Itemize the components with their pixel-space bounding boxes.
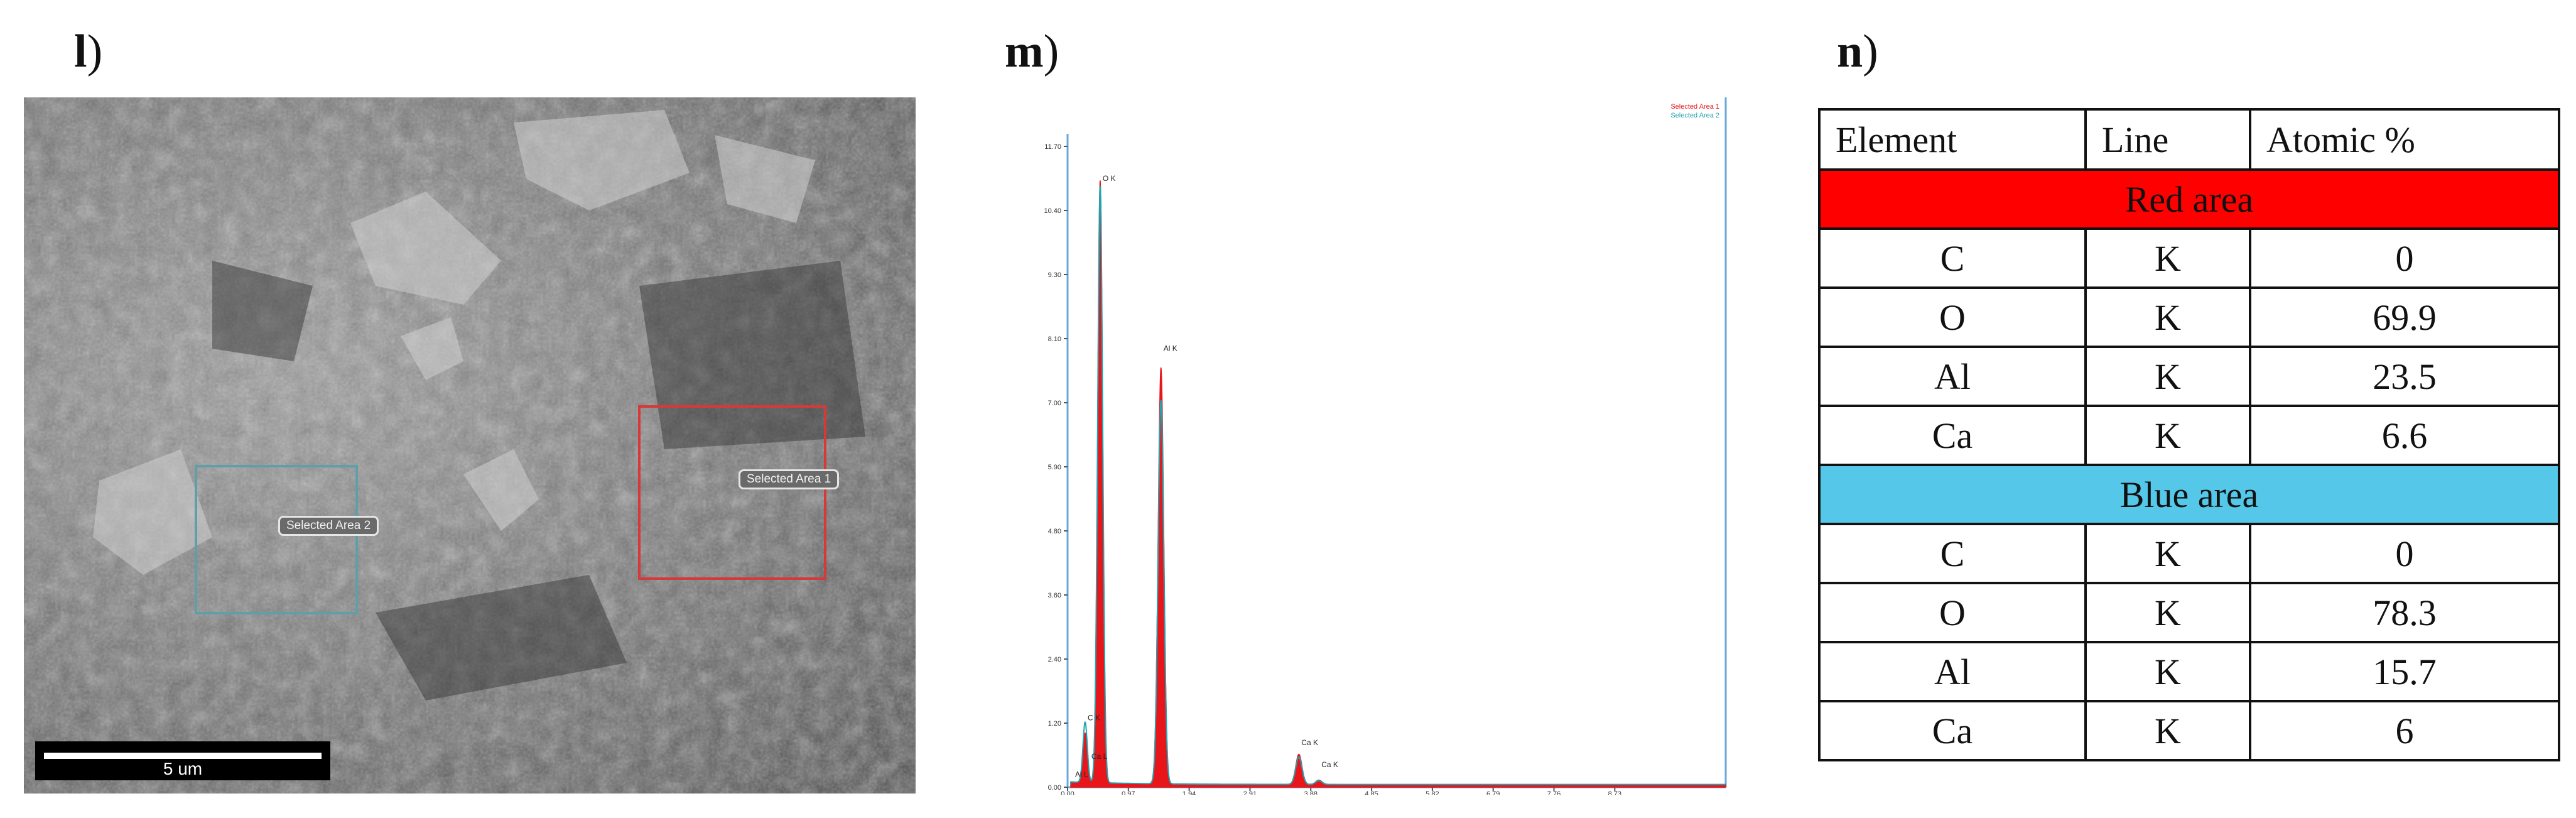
peak-label: C K — [1088, 714, 1100, 723]
table-row: O K 69.9 — [1818, 286, 2560, 348]
cell-line: K — [2084, 641, 2251, 702]
peak-label: Ca K — [1301, 738, 1318, 747]
table-row: Al K 23.5 — [1818, 346, 2560, 407]
y-tick-label: 1.20 — [1048, 720, 1061, 728]
y-tick-label: 0.00 — [1048, 784, 1061, 792]
y-tick-label: 7.00 — [1048, 400, 1061, 407]
y-tick-label: 2.40 — [1048, 656, 1061, 663]
peak-label: Al L — [1075, 770, 1088, 779]
table-group-row: Red area — [1818, 168, 2560, 230]
y-tick-label: 11.70 — [1044, 143, 1061, 151]
table-body: Red area C K 0 O K 69.9 Al K 23.5 Ca K 6.6 Blue area C… — [1818, 168, 2560, 761]
cell-element: O — [1818, 582, 2087, 643]
peak-annotations: C K O K Al K Ca K Ca K Al LCa L — [1075, 174, 1338, 779]
y-tick-label: 8.10 — [1048, 335, 1061, 343]
x-tick-label: 0.00 — [1061, 790, 1074, 795]
peak-label: O K — [1103, 174, 1116, 183]
cell-element: C — [1818, 523, 2087, 584]
cell-line: K — [2084, 582, 2251, 643]
table-group-row: Blue area — [1818, 464, 2560, 525]
peak-label: Ca L — [1091, 752, 1108, 761]
sem-micrograph: Selected Area 1 Selected Area 2 5 um — [24, 97, 916, 793]
x-tick-label: 5.82 — [1426, 790, 1439, 795]
selected-area-2-box[interactable] — [195, 465, 358, 614]
panel-paren: ) — [87, 26, 103, 77]
cell-element: O — [1818, 286, 2087, 348]
panel-letter: l — [74, 26, 87, 77]
cell-atomic-percent: 0 — [2249, 523, 2560, 584]
x-tick-label: 1.94 — [1182, 790, 1196, 795]
cell-line: K — [2084, 286, 2251, 348]
y-tick-label: 9.30 — [1048, 271, 1061, 279]
x-axis-ticks: 0.00 0.97 1.94 2.91 3.88 4.85 5.82 6.79 7.76 8.73 — [1061, 787, 1621, 795]
series-area-1 — [1070, 180, 1726, 788]
table-row: O K 78.3 — [1818, 582, 2560, 643]
cell-line: K — [2084, 700, 2251, 761]
x-tick-label: 8.73 — [1608, 790, 1621, 795]
eds-spectrum-chart: 0.00 1.20 2.40 3.60 4.80 5.90 7.00 8.10 9.30 10.4… — [1044, 97, 1727, 795]
scale-bar-line — [44, 753, 322, 759]
series-line-2 — [1069, 185, 1726, 785]
y-tick-label: 4.80 — [1048, 528, 1061, 535]
selected-area-1-box[interactable] — [638, 405, 826, 580]
y-tick-label: 3.60 — [1048, 592, 1061, 599]
y-axis-ticks: 0.00 1.20 2.40 3.60 4.80 5.90 7.00 8.10 9.30 10.4… — [1044, 143, 1068, 792]
table-header-row: Element Line Atomic % — [1818, 108, 2560, 171]
panel-letter: m — [1005, 26, 1044, 77]
panel-paren: ) — [1863, 26, 1878, 77]
cell-line: K — [2084, 227, 2251, 289]
x-tick-label: 4.85 — [1365, 790, 1378, 795]
cell-atomic-percent: 15.7 — [2249, 641, 2560, 702]
panel-paren: ) — [1043, 26, 1059, 77]
table-row: Ca K 6 — [1818, 700, 2560, 761]
x-tick-label: 0.97 — [1122, 790, 1135, 795]
legend-entry: Selected Area 2 — [1670, 112, 1719, 119]
x-tick-label: 7.76 — [1547, 790, 1561, 795]
cell-line: K — [2084, 523, 2251, 584]
cell-atomic-percent: 69.9 — [2249, 286, 2560, 348]
peak-label: Ca K — [1321, 760, 1338, 769]
y-tick-label: 10.40 — [1044, 207, 1061, 215]
scale-bar: 5 um — [35, 741, 330, 780]
header-element: Element — [1818, 108, 2087, 171]
sem-texture — [24, 97, 916, 793]
panel-label-l: l) — [74, 28, 102, 75]
cell-element: Ca — [1818, 405, 2087, 466]
cell-element: C — [1818, 227, 2087, 289]
header-atomic-percent: Atomic % — [2249, 108, 2560, 171]
cell-element: Al — [1818, 641, 2087, 702]
peak-label: Al K — [1164, 344, 1177, 352]
composition-table: Element Line Atomic % Red area C K 0 O K 69.9 A… — [1818, 108, 2560, 761]
cell-atomic-percent: 6.6 — [2249, 405, 2560, 466]
selected-area-1-tag: Selected Area 1 — [739, 469, 840, 489]
x-tick-label: 2.91 — [1243, 790, 1257, 795]
selected-area-2-tag: Selected Area 2 — [278, 516, 379, 536]
panel-label-m: m) — [1005, 28, 1059, 75]
cell-element: Ca — [1818, 700, 2087, 761]
plot-frame — [1066, 97, 1727, 788]
x-tick-label: 6.79 — [1486, 790, 1500, 795]
cell-atomic-percent: 23.5 — [2249, 346, 2560, 407]
cell-atomic-percent: 6 — [2249, 700, 2560, 761]
cell-atomic-percent: 0 — [2249, 227, 2560, 289]
panel-label-n: n) — [1837, 28, 1878, 75]
cell-atomic-percent: 78.3 — [2249, 582, 2560, 643]
y-tick-label: 5.90 — [1048, 464, 1061, 471]
group-label: Blue area — [1818, 464, 2560, 525]
cell-element: Al — [1818, 346, 2087, 407]
cell-line: K — [2084, 346, 2251, 407]
panel-letter: n — [1837, 26, 1863, 77]
legend-entry: Selected Area 1 — [1670, 103, 1719, 111]
table-row: Ca K 6.6 — [1818, 405, 2560, 466]
cell-line: K — [2084, 405, 2251, 466]
group-label: Red area — [1818, 168, 2560, 230]
table-row: Al K 15.7 — [1818, 641, 2560, 702]
spectrum-series — [1069, 180, 1726, 788]
scale-bar-label: 5 um — [163, 759, 203, 778]
header-line: Line — [2084, 108, 2251, 171]
x-tick-label: 3.88 — [1304, 790, 1318, 795]
